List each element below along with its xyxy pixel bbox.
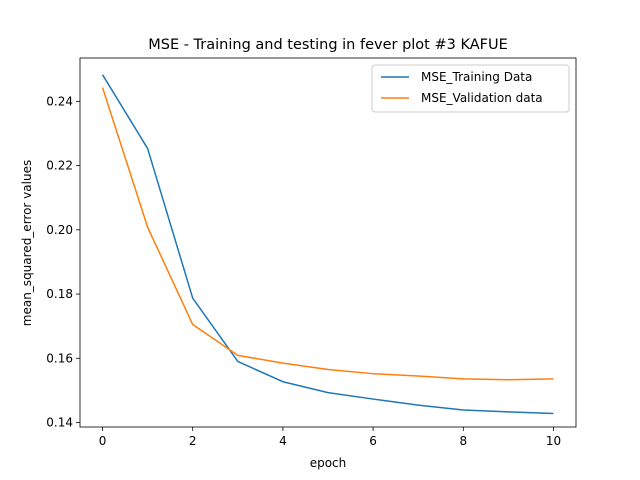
x-axis-label: epoch [310, 456, 347, 470]
y-tick-label: 0.14 [46, 416, 73, 430]
y-tick-label: 0.22 [46, 159, 73, 173]
x-tick-label: 10 [546, 434, 561, 448]
legend-entry-2: MSE_Validation data [421, 91, 543, 105]
x-tick-label: 4 [279, 434, 287, 448]
y-tick-label: 0.16 [46, 351, 73, 365]
series-group [101, 74, 554, 415]
x-tick-label: 2 [189, 434, 197, 448]
x-tick-label: 6 [369, 434, 377, 448]
legend-box [371, 64, 570, 113]
legend-entry-1: MSE_Training Data [421, 70, 532, 84]
y-axis: 0.14 0.16 0.18 0.20 0.22 0.24 [46, 94, 80, 430]
chart-title: MSE - Training and testing in fever plot… [148, 37, 508, 53]
series-line-2 [101, 87, 554, 381]
y-axis-label: mean_squared_error values [20, 160, 34, 326]
x-tick-label: 8 [459, 434, 467, 448]
y-tick-label: 0.18 [46, 287, 73, 301]
plot-area [79, 57, 577, 428]
plot-frame [79, 57, 577, 428]
y-tick-label: 0.24 [46, 94, 73, 108]
y-tick-label: 0.20 [46, 223, 73, 237]
x-tick-label: 0 [99, 434, 107, 448]
series-line-1 [101, 74, 554, 415]
legend: MSE_Training Data MSE_Validation data [371, 64, 570, 113]
x-axis: 0 2 4 6 8 10 [99, 427, 561, 448]
